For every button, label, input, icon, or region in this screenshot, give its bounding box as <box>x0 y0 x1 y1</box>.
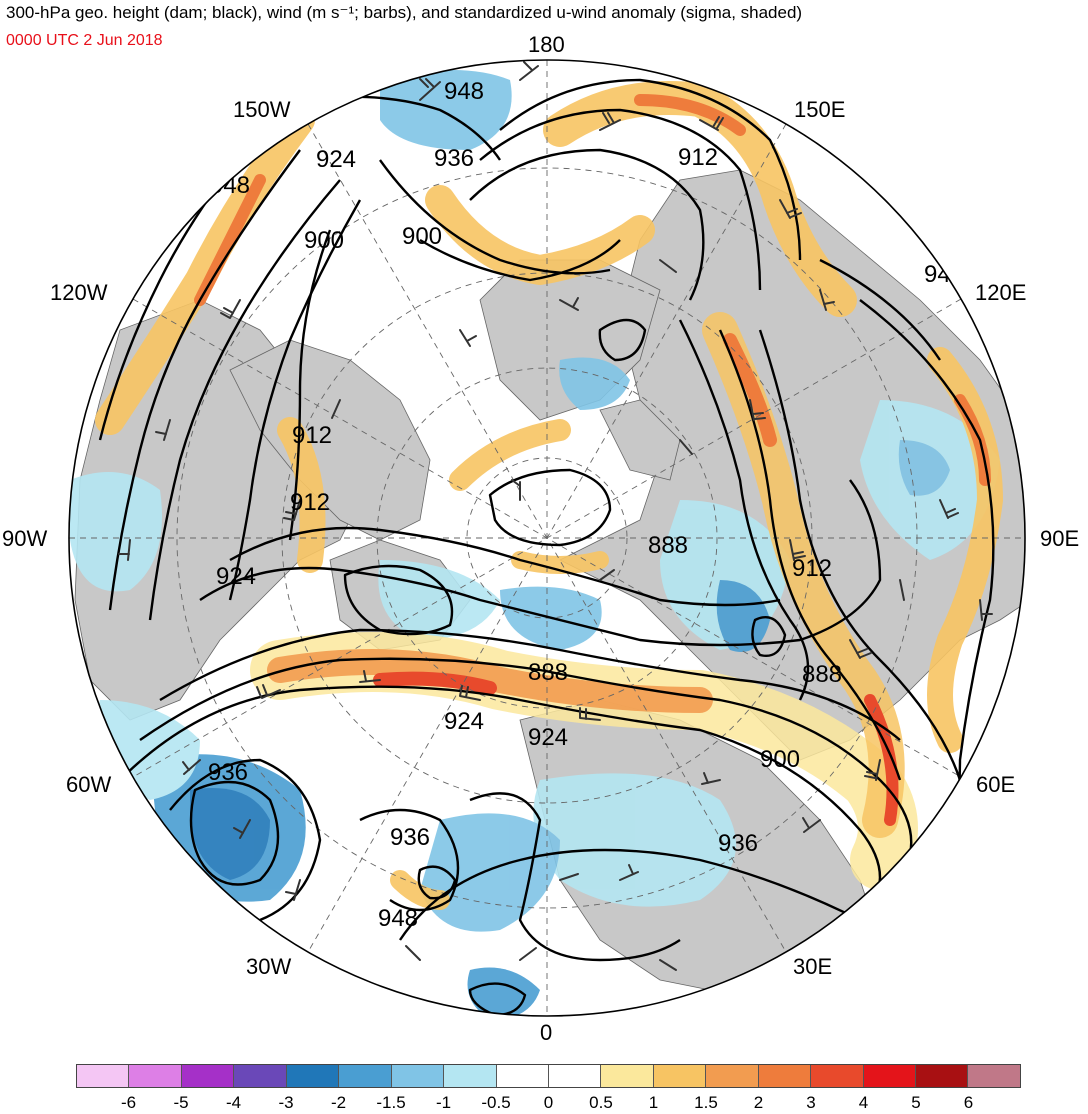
contour-label: 948 <box>210 172 250 199</box>
colorbar-tick-label: 2 <box>753 1093 764 1112</box>
colorbar-swatch <box>601 1065 654 1087</box>
lon-label-90w: 90W <box>2 526 48 551</box>
colorbar-swatch <box>286 1065 340 1087</box>
colorbar-swatch <box>234 1065 287 1087</box>
colorbar-swatch <box>968 1065 1020 1087</box>
contour-label: 924 <box>444 708 484 735</box>
colorbar-swatch <box>811 1065 864 1087</box>
colorbar-tick-label: 3 <box>806 1093 816 1112</box>
colorbar-tick-label: -1 <box>435 1093 452 1112</box>
colorbar-tick-label: 5 <box>911 1093 921 1112</box>
contour-label: 888 <box>648 532 688 559</box>
colorbar-tick-label: -5 <box>173 1093 189 1112</box>
lon-label-120e: 120E <box>975 280 1027 305</box>
contour-label: 900 <box>760 746 800 773</box>
lon-label-0: 0 <box>540 1020 553 1045</box>
contour-label: 912 <box>792 555 832 582</box>
contour-label: 912 <box>678 144 718 171</box>
colorbar-swatch <box>916 1065 969 1087</box>
lon-label-180: 180 <box>528 32 565 57</box>
contour-labels: 948 936 924 948 900 900 912 948 912 912 … <box>208 78 964 932</box>
lon-label-150w: 150W <box>233 97 291 122</box>
colorbar-swatch <box>129 1065 182 1087</box>
colorbar-tick-label: 4 <box>858 1093 869 1112</box>
lon-label-30w: 30W <box>246 954 292 979</box>
colorbar-swatch <box>758 1065 812 1087</box>
colorbar-tick-label: -1.5 <box>376 1093 406 1112</box>
contour-label: 900 <box>402 223 442 250</box>
polar-map: 948 936 924 948 900 900 912 948 912 912 … <box>68 59 1026 1017</box>
contour-label: 900 <box>304 227 344 254</box>
colorbar-tick-label: 1 <box>648 1093 659 1112</box>
colorbar-swatch <box>339 1065 392 1087</box>
lon-label-120w: 120W <box>50 280 108 305</box>
colorbar-tick-label: 0 <box>543 1093 554 1112</box>
colorbar-swatch <box>181 1065 235 1087</box>
colorbar-tick-label: -6 <box>120 1093 137 1112</box>
colorbar-tick-label: 0.5 <box>589 1093 613 1112</box>
contour-label: 948 <box>444 78 484 105</box>
contour-label: 924 <box>216 563 256 590</box>
lon-label-90e: 90E <box>1040 526 1080 551</box>
contour-label: 924 <box>316 146 356 173</box>
colorbar-tick-label: -3 <box>278 1093 294 1112</box>
colorbar-ticks: -6 -5 -4 -3 -2 -1.5 -1 -0.5 0 0.5 1 1.5 2 3 4 5 6 <box>76 1094 1021 1114</box>
lon-label-150e: 150E <box>794 97 846 122</box>
colorbar-swatch <box>653 1065 707 1087</box>
contour-label: 948 <box>924 261 964 288</box>
contour-label: 936 <box>390 824 430 851</box>
contour-label: 912 <box>290 489 330 516</box>
colorbar-tick-label: 1.5 <box>694 1093 718 1112</box>
colorbar-swatch <box>391 1065 445 1087</box>
graticule <box>69 60 1025 1016</box>
lon-label-30e: 30E <box>793 954 833 979</box>
lon-label-60w: 60W <box>66 772 112 797</box>
colorbar-swatch <box>496 1065 549 1087</box>
colorbar-tick-label: -0.5 <box>481 1093 511 1112</box>
contour-label: 888 <box>528 659 568 686</box>
colorbar-swatch <box>77 1065 130 1087</box>
colorbar-swatch <box>444 1065 497 1087</box>
contour-label: 948 <box>378 905 418 932</box>
map-title: 300-hPa geo. height (dam; black), wind (… <box>6 3 803 22</box>
colorbar-swatch <box>863 1065 916 1087</box>
colorbar-tick-label: -4 <box>225 1093 242 1112</box>
colorbar-tick-label: 6 <box>963 1093 974 1112</box>
lon-label-60e: 60E <box>976 772 1016 797</box>
wind-barbs <box>118 61 993 971</box>
contour-label: 924 <box>528 724 568 751</box>
map-boundary <box>68 59 1026 1017</box>
colorbar-tick-label: -2 <box>330 1093 347 1112</box>
colorbar-swatch <box>706 1065 759 1087</box>
contour-label: 936 <box>434 145 474 172</box>
contour-label: 936 <box>208 759 248 786</box>
colorbar-swatch <box>548 1065 602 1087</box>
contour-label: 888 <box>802 661 842 688</box>
colorbar <box>76 1064 1021 1088</box>
valid-time: 0000 UTC 2 Jun 2018 <box>6 32 163 49</box>
contour-label: 912 <box>292 422 332 449</box>
height-contours <box>98 78 995 1016</box>
contour-label: 936 <box>718 830 758 857</box>
